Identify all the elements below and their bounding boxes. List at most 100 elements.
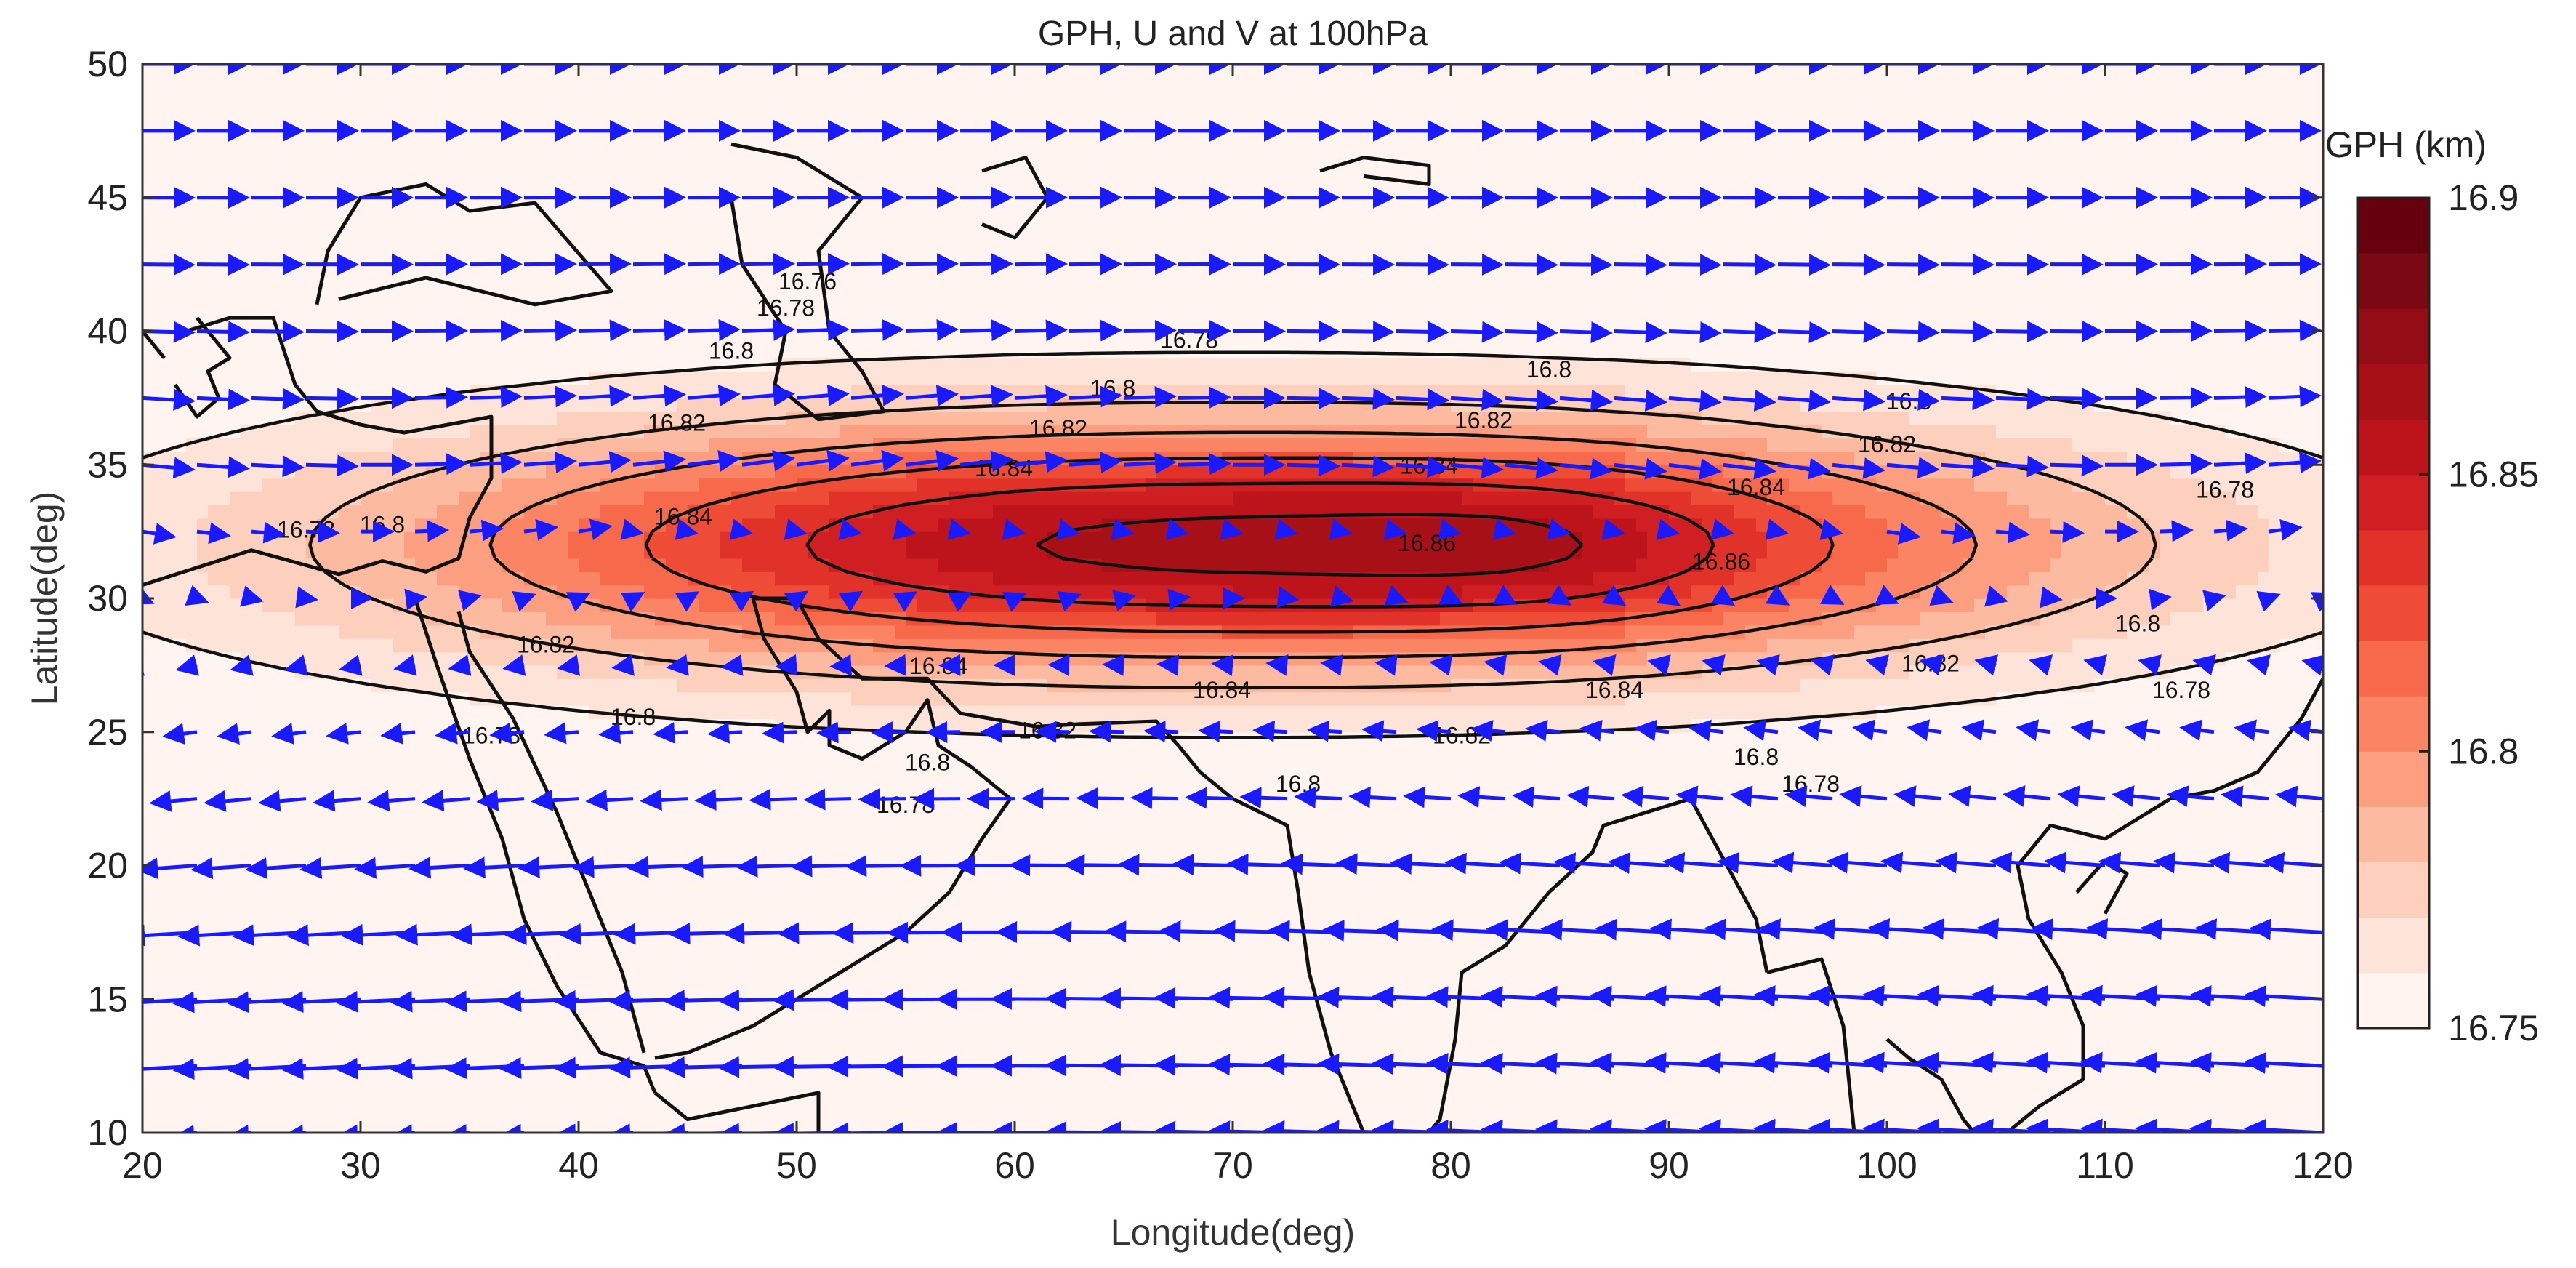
gph-cell: [1124, 678, 1135, 693]
gph-cell: [1353, 411, 1364, 425]
gph-cell: [546, 558, 558, 572]
gph-cell: [470, 598, 481, 612]
gph-cell: [1876, 585, 1888, 599]
gph-cell: [589, 505, 601, 519]
gph-cell: [1331, 438, 1343, 452]
gph-cell: [982, 545, 994, 559]
gph-cell: [2203, 518, 2215, 532]
gph-cell: [262, 438, 274, 452]
gph-cell: [1146, 651, 1157, 666]
gph-cell: [1462, 625, 1473, 639]
gph-cell: [1473, 638, 1484, 653]
gph-cell: [644, 665, 656, 679]
gph-cell: [404, 651, 416, 666]
gph-cell: [241, 531, 252, 546]
gph-cell: [2279, 478, 2291, 492]
gph-cell: [2181, 465, 2193, 479]
gph-cell: [1026, 638, 1037, 653]
gph-cell: [1931, 625, 1942, 639]
gph-cell: [1843, 705, 1855, 719]
gph-cell: [1680, 691, 1691, 706]
gph-cell: [175, 545, 187, 559]
gph-cell: [2127, 438, 2138, 452]
gph-cell: [1723, 678, 1735, 693]
gph-cell: [1124, 638, 1135, 653]
gph-cell: [1026, 585, 1037, 599]
gph-cell: [1582, 598, 1593, 612]
gph-cell: [1843, 638, 1855, 653]
gph-cell: [1200, 638, 1212, 653]
gph-cell: [1309, 371, 1321, 385]
gph-cell: [1265, 678, 1277, 693]
gph-cell: [153, 558, 165, 572]
gph-cell: [1756, 385, 1768, 398]
gph-cell: [1113, 571, 1124, 586]
gph-cell: [1647, 425, 1659, 439]
gph-cell: [2061, 425, 2073, 439]
gph-cell: [1244, 571, 1255, 586]
gph-cell: [1091, 398, 1103, 412]
gph-cell: [1952, 425, 1964, 439]
gph-cell: [666, 545, 677, 559]
gph-cell: [1113, 625, 1124, 639]
gph-cell: [1462, 531, 1473, 546]
gph-cell: [2247, 545, 2258, 559]
gph-cell: [1364, 611, 1375, 626]
gph-cell: [1211, 358, 1223, 372]
gph-cell: [993, 411, 1005, 425]
gph-cell: [927, 665, 939, 679]
gph-cell: [1320, 638, 1332, 653]
gph-cell: [655, 411, 667, 425]
gph-cell: [851, 478, 863, 492]
gph-cell: [2269, 598, 2280, 612]
gph-cell: [1364, 478, 1375, 492]
gph-cell: [1189, 545, 1201, 559]
contour-label: 16.78: [757, 295, 815, 321]
gph-cell: [415, 531, 427, 546]
gph-cell: [1451, 718, 1462, 733]
gph-cell: [840, 705, 852, 719]
gph-cell: [2083, 571, 2095, 586]
gph-cell: [1811, 531, 1822, 546]
gph-cell: [426, 451, 438, 465]
gph-cell: [1342, 718, 1353, 733]
gph-cell: [1800, 438, 1811, 452]
gph-cell: [862, 425, 874, 439]
gph-cell: [1015, 518, 1026, 532]
gph-cell: [1407, 545, 1419, 559]
gph-cell: [1004, 358, 1015, 372]
gph-cell: [1832, 558, 1844, 572]
gph-cell: [906, 598, 917, 612]
gph-cell: [262, 585, 274, 599]
gph-cell: [1374, 478, 1386, 492]
gph-cell: [1996, 585, 2008, 599]
gph-cell: [1505, 678, 1517, 693]
gph-cell: [1723, 585, 1735, 599]
gph-cell: [993, 558, 1005, 572]
gph-cell: [1822, 385, 1833, 398]
gph-cell: [873, 558, 885, 572]
gph-cell: [2105, 411, 2117, 425]
gph-cell: [1560, 571, 1571, 586]
gph-cell: [993, 705, 1005, 719]
gph-cell: [927, 478, 939, 492]
gph-cell: [753, 545, 765, 559]
gph-cell: [1396, 385, 1408, 398]
gph-cell: [1124, 691, 1135, 706]
gph-cell: [241, 571, 252, 586]
gph-cell: [1756, 611, 1768, 626]
gph-cell: [1047, 611, 1059, 626]
gph-cell: [906, 638, 917, 653]
gph-cell: [993, 371, 1005, 385]
gph-cell: [699, 465, 710, 479]
gph-cell: [1549, 531, 1561, 546]
gph-cell: [1047, 691, 1059, 706]
gph-cell: [1527, 358, 1539, 372]
gph-cell: [1146, 411, 1157, 425]
gph-cell: [720, 545, 732, 559]
gph-cell: [1800, 451, 1811, 465]
gph-cell: [1822, 451, 1833, 465]
gph-cell: [448, 505, 459, 519]
gph-cell: [906, 425, 917, 439]
gph-cell: [2040, 505, 2051, 519]
